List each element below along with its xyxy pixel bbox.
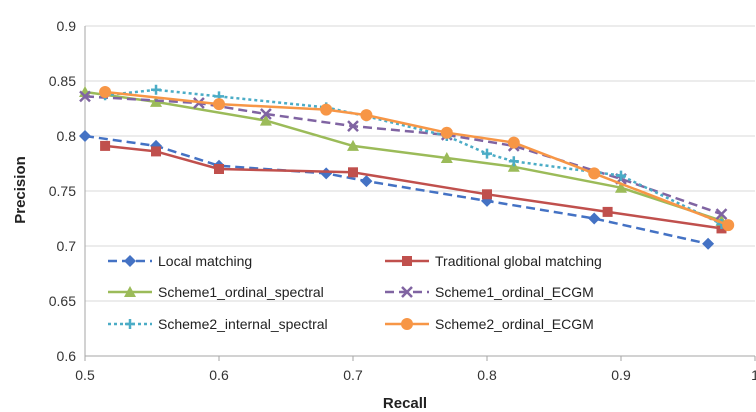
legend-item: Scheme1_ordinal_ECGM xyxy=(385,284,594,300)
data-point xyxy=(588,212,601,225)
x-axis-label: Recall xyxy=(383,395,427,412)
data-point xyxy=(124,286,136,297)
legend-label: Traditional global matching xyxy=(435,253,602,269)
data-point xyxy=(401,318,413,330)
data-point xyxy=(401,286,413,298)
legend-label: Scheme1_ordinal_spectral xyxy=(158,284,324,300)
legend-item: Local matching xyxy=(108,253,252,269)
data-point xyxy=(722,219,735,232)
data-point xyxy=(602,206,613,217)
series-line xyxy=(84,95,722,216)
y-tick-label: 0.65 xyxy=(49,293,76,309)
legend-item: Scheme2_ordinal_ECGM xyxy=(385,316,594,332)
x-tick-label: 0.6 xyxy=(209,367,229,383)
data-point xyxy=(507,136,520,149)
y-tick-label: 0.75 xyxy=(49,183,76,199)
y-tick-label: 0.85 xyxy=(49,73,76,89)
data-point xyxy=(320,167,333,180)
data-point xyxy=(151,146,162,157)
data-point xyxy=(320,103,333,116)
legend: Local matching Traditional global matchin… xyxy=(108,253,602,332)
data-point xyxy=(482,189,492,200)
legend-label: Scheme1_ordinal_ECGM xyxy=(435,284,594,300)
series-line xyxy=(84,90,722,222)
y-tick-label: 0.6 xyxy=(57,348,77,364)
data-point xyxy=(402,256,412,266)
legend-label: Local matching xyxy=(158,253,252,269)
y-tick-labels: 0.6 0.65 0.7 0.75 0.8 0.85 0.9 xyxy=(49,18,76,364)
series-line xyxy=(104,90,729,227)
data-point xyxy=(260,108,272,120)
legend-item: Scheme2_internal_spectral xyxy=(108,316,328,332)
series-layer xyxy=(79,84,735,250)
data-point xyxy=(360,109,373,122)
data-point xyxy=(715,208,728,220)
series-scheme1-ordinal-ecgm xyxy=(79,90,728,220)
data-point xyxy=(440,126,453,139)
data-point xyxy=(615,181,627,193)
x-tick-label: 1 xyxy=(751,367,756,383)
data-point xyxy=(440,152,453,163)
data-point xyxy=(588,167,601,180)
y-tick-label: 0.8 xyxy=(57,128,77,144)
series-line xyxy=(84,134,709,246)
legend-label: Scheme2_internal_spectral xyxy=(158,316,328,332)
y-tick-label: 0.7 xyxy=(57,238,77,254)
data-point xyxy=(79,90,91,103)
y-axis-label: Precision xyxy=(12,156,29,224)
data-point xyxy=(125,319,135,329)
data-point xyxy=(213,98,225,111)
data-point xyxy=(259,114,272,126)
x-tick-label: 0.5 xyxy=(75,367,95,383)
data-point xyxy=(508,156,519,167)
x-tick-label: 0.7 xyxy=(343,367,363,383)
data-point xyxy=(79,130,91,142)
data-point xyxy=(100,140,111,151)
axes xyxy=(84,26,756,361)
data-point xyxy=(347,139,359,151)
data-point xyxy=(348,167,358,178)
x-tick-label: 0.8 xyxy=(477,367,497,383)
data-point xyxy=(214,164,224,174)
series-scheme2-ordinal-ecgm xyxy=(99,86,735,232)
legend-item: Traditional global matching xyxy=(385,253,602,269)
data-point xyxy=(702,237,715,250)
x-tick-label: 0.9 xyxy=(611,367,631,383)
data-point xyxy=(151,84,162,95)
data-point xyxy=(347,120,359,132)
legend-label: Scheme2_ordinal_ECGM xyxy=(435,316,594,332)
data-point xyxy=(616,170,626,181)
legend-item: Scheme1_ordinal_spectral xyxy=(108,284,324,300)
data-point xyxy=(99,86,112,98)
data-point xyxy=(482,148,492,159)
data-point xyxy=(124,255,136,267)
data-point xyxy=(360,175,373,188)
y-tick-label: 0.9 xyxy=(57,18,77,34)
x-tick-labels: 0.5 0.6 0.7 0.8 0.9 1 xyxy=(75,367,756,383)
